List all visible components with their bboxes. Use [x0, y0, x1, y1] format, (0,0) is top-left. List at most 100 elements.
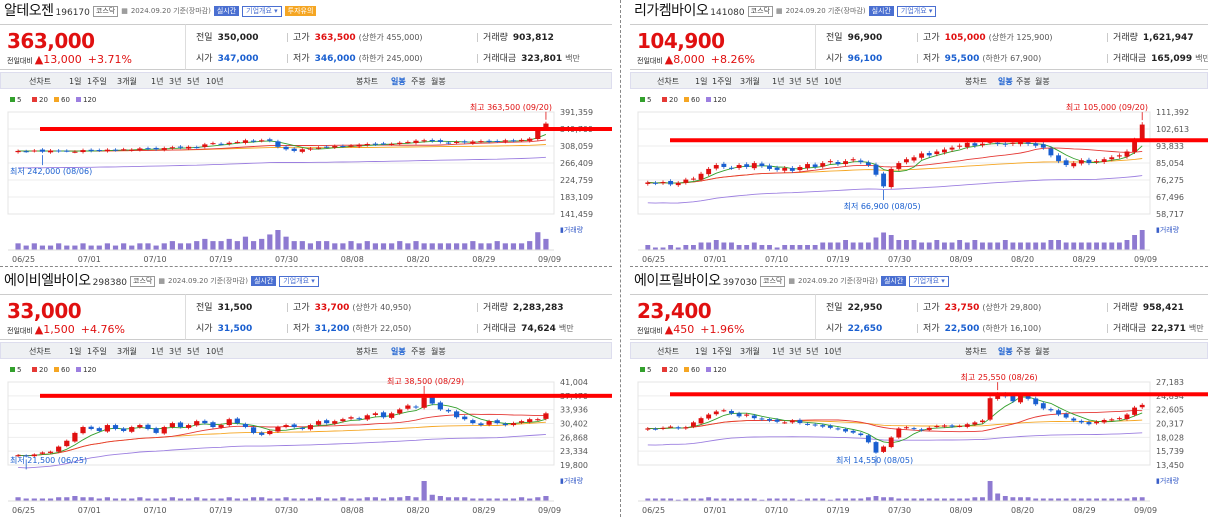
candle[interactable]: [652, 181, 658, 186]
candle[interactable]: [865, 160, 871, 167]
candle[interactable]: [706, 412, 712, 421]
candle[interactable]: [226, 141, 232, 146]
candle[interactable]: [980, 141, 985, 148]
tab-weekly[interactable]: 주봉: [1016, 347, 1031, 356]
candle[interactable]: [80, 148, 86, 154]
tab-monthly[interactable]: 월봉: [431, 347, 446, 356]
candle[interactable]: [1056, 408, 1061, 417]
candle[interactable]: [1116, 153, 1122, 159]
candle[interactable]: [226, 417, 232, 427]
candle[interactable]: [462, 415, 468, 421]
candle[interactable]: [23, 454, 29, 458]
candle[interactable]: [1109, 155, 1115, 162]
candle[interactable]: [675, 181, 681, 187]
candle[interactable]: [820, 161, 826, 169]
candle[interactable]: [356, 416, 362, 421]
tab-y5[interactable]: 5년: [187, 77, 200, 86]
candle[interactable]: [186, 145, 192, 151]
candle[interactable]: [372, 142, 378, 146]
stock-name[interactable]: 에이비엘바이오: [4, 273, 91, 289]
stock-name[interactable]: 리가켐바이오: [634, 3, 709, 19]
candle[interactable]: [486, 419, 492, 427]
tab-line[interactable]: 선차트: [29, 347, 52, 356]
candle[interactable]: [691, 176, 696, 181]
candle[interactable]: [348, 144, 354, 148]
candle[interactable]: [218, 142, 224, 146]
candle[interactable]: [1094, 159, 1099, 164]
tab-w1[interactable]: 1주일: [87, 347, 107, 356]
tab-m3[interactable]: 3개월: [740, 77, 760, 86]
candle[interactable]: [827, 424, 833, 430]
candle[interactable]: [315, 419, 322, 427]
candle[interactable]: [751, 413, 757, 420]
candle[interactable]: [683, 425, 689, 430]
candle[interactable]: [668, 179, 674, 187]
candle[interactable]: [1063, 158, 1069, 167]
candle[interactable]: [104, 148, 110, 153]
candle[interactable]: [389, 142, 395, 146]
candle[interactable]: [56, 445, 62, 453]
candle[interactable]: [865, 434, 871, 444]
candle[interactable]: [242, 138, 249, 145]
candle[interactable]: [926, 150, 932, 158]
candle[interactable]: [1139, 403, 1145, 409]
candle[interactable]: [1056, 153, 1061, 164]
candle[interactable]: [194, 145, 200, 149]
tab-y3[interactable]: 3년: [789, 77, 802, 86]
candle[interactable]: [259, 138, 265, 143]
candle[interactable]: [356, 143, 362, 149]
candle[interactable]: [129, 425, 135, 434]
candle[interactable]: [797, 418, 803, 425]
candle[interactable]: [283, 423, 289, 429]
candle[interactable]: [39, 148, 46, 154]
candle[interactable]: [437, 138, 443, 144]
candle[interactable]: [736, 163, 742, 170]
candle[interactable]: [494, 139, 500, 143]
candle[interactable]: [153, 146, 159, 151]
candle[interactable]: [445, 408, 452, 413]
candle[interactable]: [903, 157, 909, 165]
realtime-button[interactable]: 실시간: [868, 6, 894, 16]
tab-y3[interactable]: 3년: [789, 347, 802, 356]
candle[interactable]: [307, 146, 314, 152]
candle[interactable]: [88, 425, 94, 431]
candle[interactable]: [858, 158, 864, 165]
tab-monthly[interactable]: 월봉: [431, 77, 446, 86]
candle[interactable]: [1002, 141, 1008, 147]
candle[interactable]: [820, 423, 826, 429]
candle[interactable]: [23, 149, 29, 153]
candle[interactable]: [121, 427, 127, 433]
stock-name[interactable]: 에이프릴바이오: [634, 273, 721, 289]
candle[interactable]: [729, 409, 734, 415]
candle[interactable]: [518, 138, 525, 142]
candle[interactable]: [177, 421, 184, 429]
candle[interactable]: [1063, 412, 1069, 420]
candle[interactable]: [462, 139, 468, 144]
candle[interactable]: [137, 146, 143, 152]
candle[interactable]: [942, 147, 947, 155]
candle[interactable]: [949, 145, 955, 152]
candle[interactable]: [835, 160, 841, 167]
candle[interactable]: [767, 163, 772, 171]
candle[interactable]: [478, 139, 484, 144]
candle[interactable]: [445, 141, 452, 145]
tab-daily[interactable]: 일봉: [391, 77, 406, 86]
candle[interactable]: [210, 420, 216, 429]
candle[interactable]: [645, 427, 651, 432]
tab-weekly[interactable]: 주봉: [411, 347, 426, 356]
candle[interactable]: [736, 411, 742, 418]
candle[interactable]: [751, 161, 757, 171]
stock-name[interactable]: 알테오젠: [4, 3, 54, 19]
candle[interactable]: [421, 395, 427, 410]
candle[interactable]: [1124, 412, 1130, 421]
candle[interactable]: [934, 149, 940, 157]
candle[interactable]: [835, 427, 841, 431]
tab-y1[interactable]: 1년: [151, 347, 164, 356]
candle[interactable]: [1086, 157, 1092, 166]
candle[interactable]: [535, 417, 541, 421]
candle[interactable]: [291, 423, 297, 429]
candle[interactable]: [275, 139, 281, 149]
candle[interactable]: [250, 139, 257, 143]
candle[interactable]: [698, 416, 704, 425]
tab-candle[interactable]: 봉차트: [356, 347, 379, 356]
